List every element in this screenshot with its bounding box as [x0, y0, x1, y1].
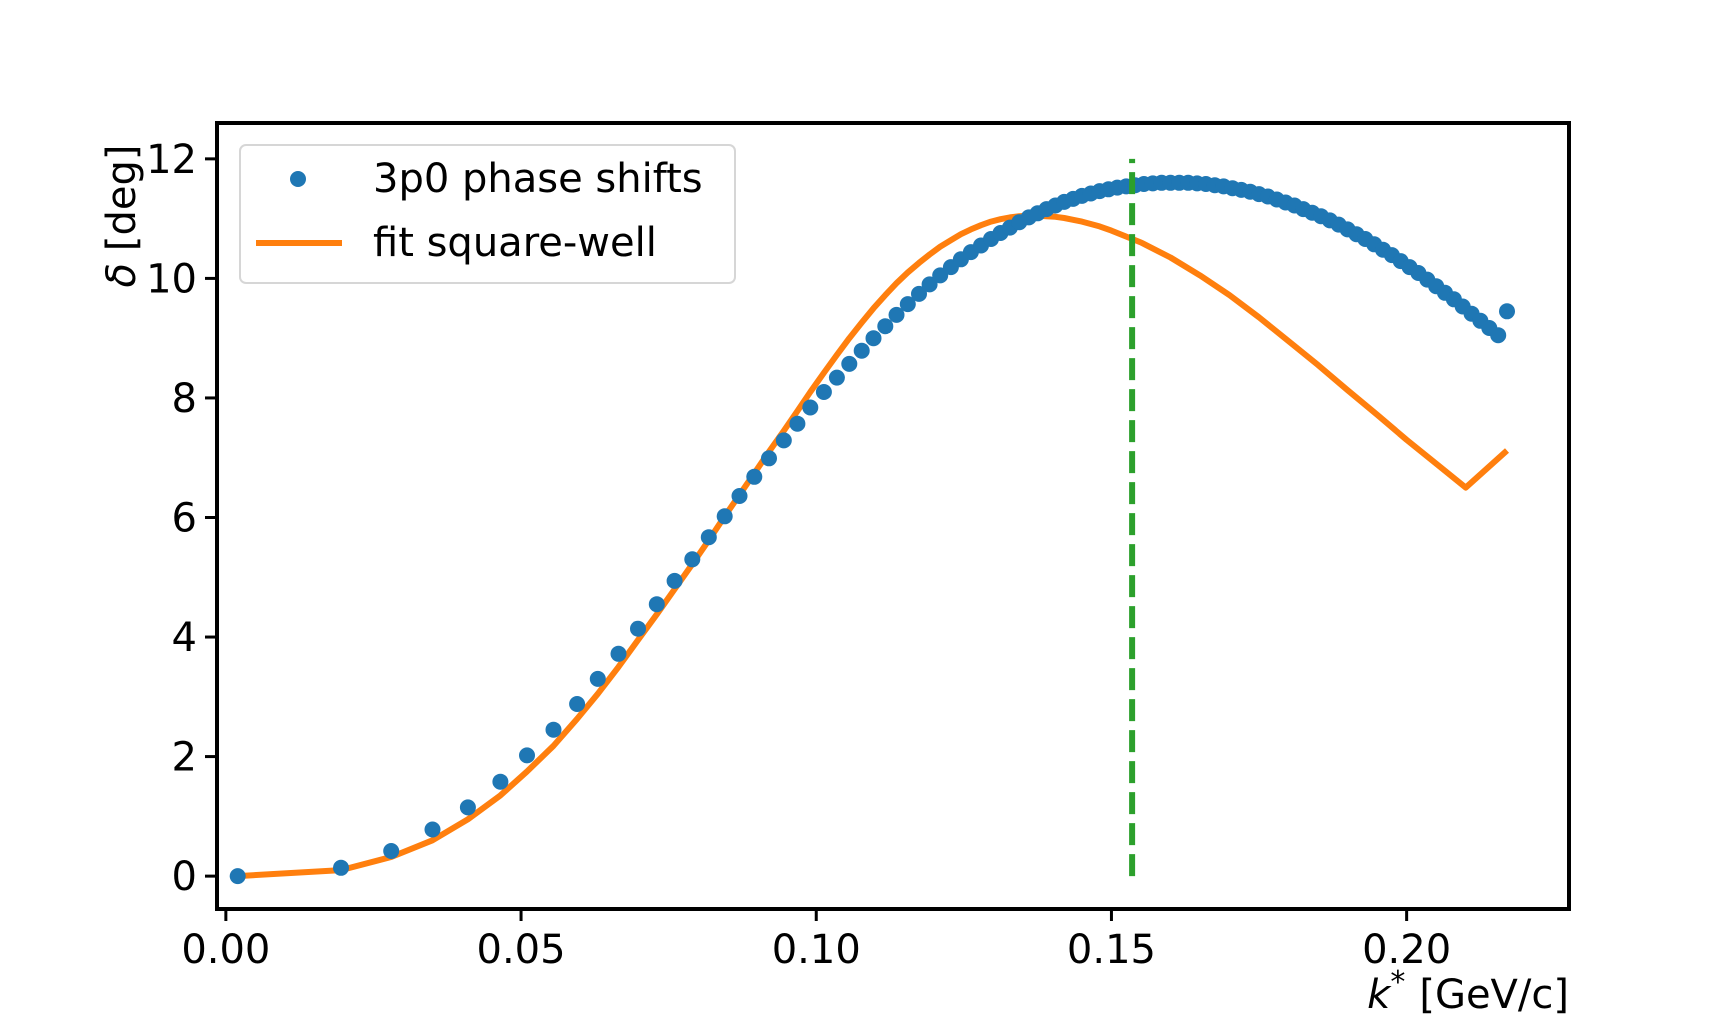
phase-shift-point — [1490, 327, 1507, 344]
phase-shift-point — [333, 859, 349, 876]
phase-shift-point — [1499, 303, 1515, 320]
phase-shift-point — [853, 342, 870, 359]
y-tick-label: 10 — [146, 256, 197, 302]
phase-shift-point — [545, 721, 562, 738]
plot-area — [229, 158, 1515, 885]
fit-square-well-line — [237, 212, 1510, 880]
y-tick-label: 8 — [172, 376, 197, 422]
y-axis-label: δ [deg] — [99, 144, 145, 287]
phase-shift-point — [589, 670, 606, 687]
y-axis-variable: δ — [99, 263, 145, 287]
phase-shift-point — [761, 450, 777, 467]
phase-shift-point — [630, 620, 646, 637]
legend-label-square-well-fit: fit square-well — [373, 220, 657, 266]
phase-shift-point — [666, 572, 683, 589]
phase-shift-point — [789, 415, 806, 432]
phase-shift-point — [716, 508, 733, 525]
y-tick-label: 4 — [172, 615, 197, 661]
phase-shift-point — [815, 384, 832, 400]
legend-label-phase-shifts: 3p0 phase shifts — [373, 156, 703, 202]
x-axis-variable: k — [1367, 972, 1392, 1015]
phase-shift-point — [492, 773, 509, 790]
phase-shift-point — [911, 285, 927, 302]
axis-ticks: 0.00 0.05 0.10 0.15 0.20 0 2 4 6 8 10 12 — [146, 137, 1451, 973]
phase-shift-point — [229, 868, 246, 885]
phase-shift-point — [775, 432, 792, 449]
legend-box — [239, 144, 736, 284]
phase-shift-point — [684, 551, 701, 568]
phase-shift-point — [569, 696, 586, 712]
x-axis-unit: [GeV/c] — [1419, 972, 1569, 1015]
x-tick-label: 0.00 — [181, 927, 270, 973]
phase-shift-point — [519, 747, 535, 764]
y-axis-unit: [deg] — [99, 144, 145, 251]
phase-shift-point — [899, 296, 916, 313]
phase-shift-point — [888, 306, 905, 323]
phase-shift-point — [648, 596, 665, 613]
phase-shift-point — [877, 318, 894, 335]
phase-shift-point — [459, 799, 476, 816]
phase-shift-point — [841, 355, 858, 372]
y-tick-label: 0 — [172, 854, 197, 900]
x-tick-label: 0.15 — [1067, 927, 1156, 973]
y-tick-label: 2 — [172, 735, 197, 781]
legend: 3p0 phase shifts fit square-well — [239, 144, 736, 284]
phase-shift-point — [383, 843, 400, 859]
x-tick-label: 0.10 — [772, 927, 861, 973]
phase-shift-point — [424, 821, 441, 838]
phase-shift-point — [802, 399, 819, 416]
x-axis-superscript: * — [1390, 965, 1405, 1000]
y-tick-label: 12 — [146, 137, 197, 183]
x-tick-label: 0.20 — [1362, 927, 1451, 973]
phase-shift-point — [610, 645, 627, 662]
phase-shift-point — [921, 276, 938, 293]
y-tick-label: 6 — [172, 495, 197, 541]
phase-shift-point — [746, 468, 763, 485]
x-tick-label: 0.05 — [477, 927, 566, 973]
phase-shift-point — [700, 529, 717, 546]
phase-shift-point — [865, 330, 882, 347]
legend-marker-phase-shifts — [290, 171, 306, 187]
phase-shift-point — [828, 369, 845, 386]
phase-shift-point — [731, 488, 748, 504]
x-axis-label: k* [GeV/c] — [1367, 965, 1569, 1015]
